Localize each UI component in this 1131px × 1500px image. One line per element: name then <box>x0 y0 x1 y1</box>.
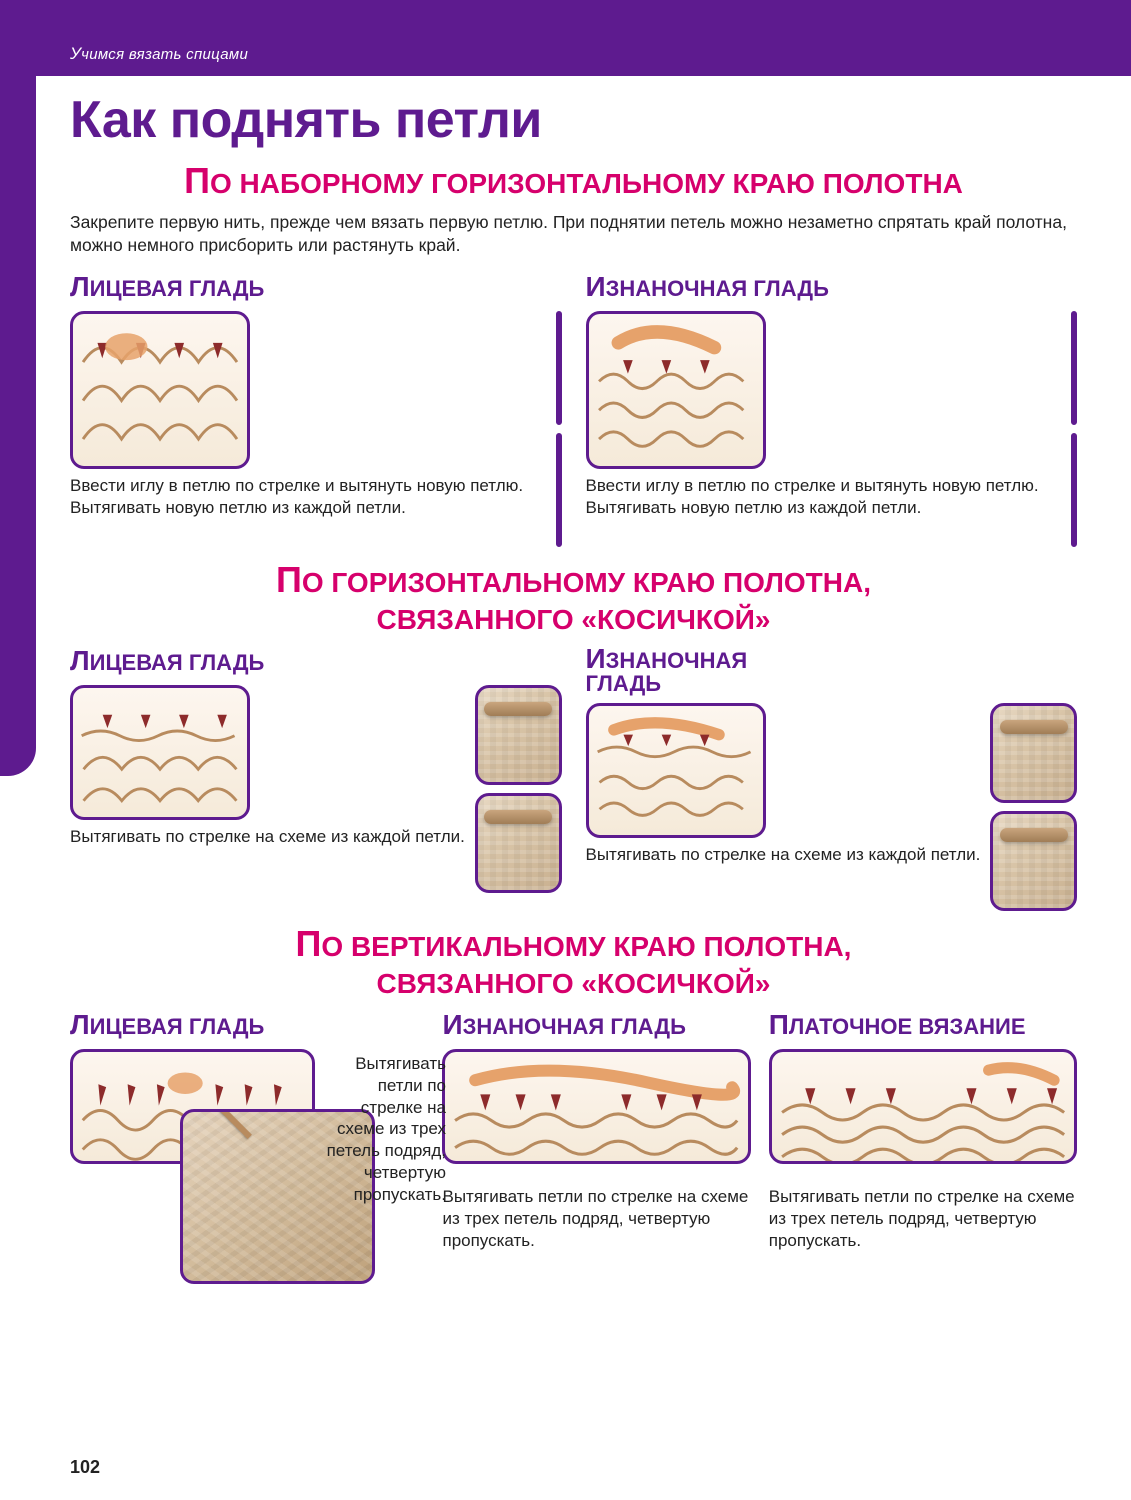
section1-right: ИЗНАНОЧНАЯ ГЛАДЬ <box>586 271 1078 547</box>
s3-c2-heading: ИЗНАНОЧНАЯ ГЛАДЬ <box>442 1009 750 1041</box>
section1-title: ПО НАБОРНОМУ ГОРИЗОНТАЛЬНОМУ КРАЮ ПОЛОТН… <box>70 158 1077 203</box>
section1-intro: Закрепите первую нить, прежде чем вязать… <box>70 211 1077 257</box>
header-bar: Учимся вязать спицами <box>0 0 1131 76</box>
s1-right-heading: ИЗНАНОЧНАЯ ГЛАДЬ <box>586 271 1078 303</box>
s2-left-photos <box>475 685 562 893</box>
section2-left: ЛИЦЕВАЯ ГЛАДЬ <box>70 645 562 911</box>
section1-left: ЛИЦЕВАЯ ГЛАДЬ <box>70 271 562 547</box>
s2-right-photos <box>990 703 1077 911</box>
knitting-photo <box>475 793 562 893</box>
s1-left-block: Ввести иглу в петлю по стрелке и вытянут… <box>70 311 562 547</box>
s1-left-photos <box>556 311 562 547</box>
running-head: Учимся вязать спицами <box>70 44 1131 64</box>
page-number: 102 <box>70 1457 100 1478</box>
s3-c1-caption: Вытягивать петли по стрелке на схеме из … <box>326 1053 446 1205</box>
knitting-photo <box>475 685 562 785</box>
s2-left-block: Вытягивать по стрелке на схеме из каждой… <box>70 685 562 893</box>
section2-right: ИЗНАНОЧНАЯГЛАДЬ <box>586 645 1078 911</box>
s1-right-block: Ввести иглу в петлю по стрелке и вытянут… <box>586 311 1078 547</box>
knitting-photo <box>556 433 562 547</box>
s2-right-block: Вытягивать по стрелке на схеме из каждой… <box>586 703 1078 911</box>
page-title: Как поднять петли <box>70 90 1077 150</box>
section3-col1: ЛИЦЕВАЯ ГЛАДЬ <box>70 1009 424 1252</box>
section2-row: ЛИЦЕВАЯ ГЛАДЬ <box>70 645 1077 911</box>
stitch-diagram <box>442 1049 750 1164</box>
knitting-photo <box>1071 311 1077 425</box>
stitch-diagram <box>586 703 766 838</box>
stitch-diagram <box>70 311 250 469</box>
s1-left-caption: Ввести иглу в петлю по стрелке и вытянут… <box>70 475 546 519</box>
s2-left-caption: Вытягивать по стрелке на схеме из каждой… <box>70 826 465 848</box>
s3-c3-caption: Вытягивать петли по стрелке на схеме из … <box>769 1186 1077 1252</box>
section2-title: ПО ГОРИЗОНТАЛЬНОМУ КРАЮ ПОЛОТНА, СВЯЗАНН… <box>70 557 1077 637</box>
stitch-diagram <box>70 685 250 820</box>
section3-row: ЛИЦЕВАЯ ГЛАДЬ <box>70 1009 1077 1252</box>
s1-right-photos <box>1071 311 1077 547</box>
s2-right-caption: Вытягивать по стрелке на схеме из каждой… <box>586 844 981 866</box>
section3-title: ПО ВЕРТИКАЛЬНОМУ КРАЮ ПОЛОТНА, СВЯЗАННОГ… <box>70 921 1077 1001</box>
knitting-photo <box>990 703 1077 803</box>
content-area: Как поднять петли ПО НАБОРНОМУ ГОРИЗОНТА… <box>0 76 1131 1252</box>
s3-c1-heading: ЛИЦЕВАЯ ГЛАДЬ <box>70 1009 424 1041</box>
section3-col3: ПЛАТОЧНОЕ ВЯЗАНИЕ <box>769 1009 1077 1252</box>
s1-left-heading: ЛИЦЕВАЯ ГЛАДЬ <box>70 271 562 303</box>
knitting-photo <box>556 311 562 425</box>
section3-col2: ИЗНАНОЧНАЯ ГЛАДЬ В <box>442 1009 750 1252</box>
section1-row: ЛИЦЕВАЯ ГЛАДЬ <box>70 271 1077 547</box>
knitting-photo <box>990 811 1077 911</box>
s2-right-heading: ИЗНАНОЧНАЯГЛАДЬ <box>586 645 1078 695</box>
page: Учимся вязать спицами Как поднять петли … <box>0 0 1131 1500</box>
s2-left-heading: ЛИЦЕВАЯ ГЛАДЬ <box>70 645 562 677</box>
knitting-photo <box>1071 433 1077 547</box>
s3-c2-caption: Вытягивать петли по стрелке на схеме из … <box>442 1186 750 1252</box>
stitch-diagram <box>586 311 766 469</box>
s3-c3-heading: ПЛАТОЧНОЕ ВЯЗАНИЕ <box>769 1009 1077 1041</box>
stitch-diagram <box>769 1049 1077 1164</box>
s1-right-caption: Ввести иглу в петлю по стрелке и вытянут… <box>586 475 1062 519</box>
